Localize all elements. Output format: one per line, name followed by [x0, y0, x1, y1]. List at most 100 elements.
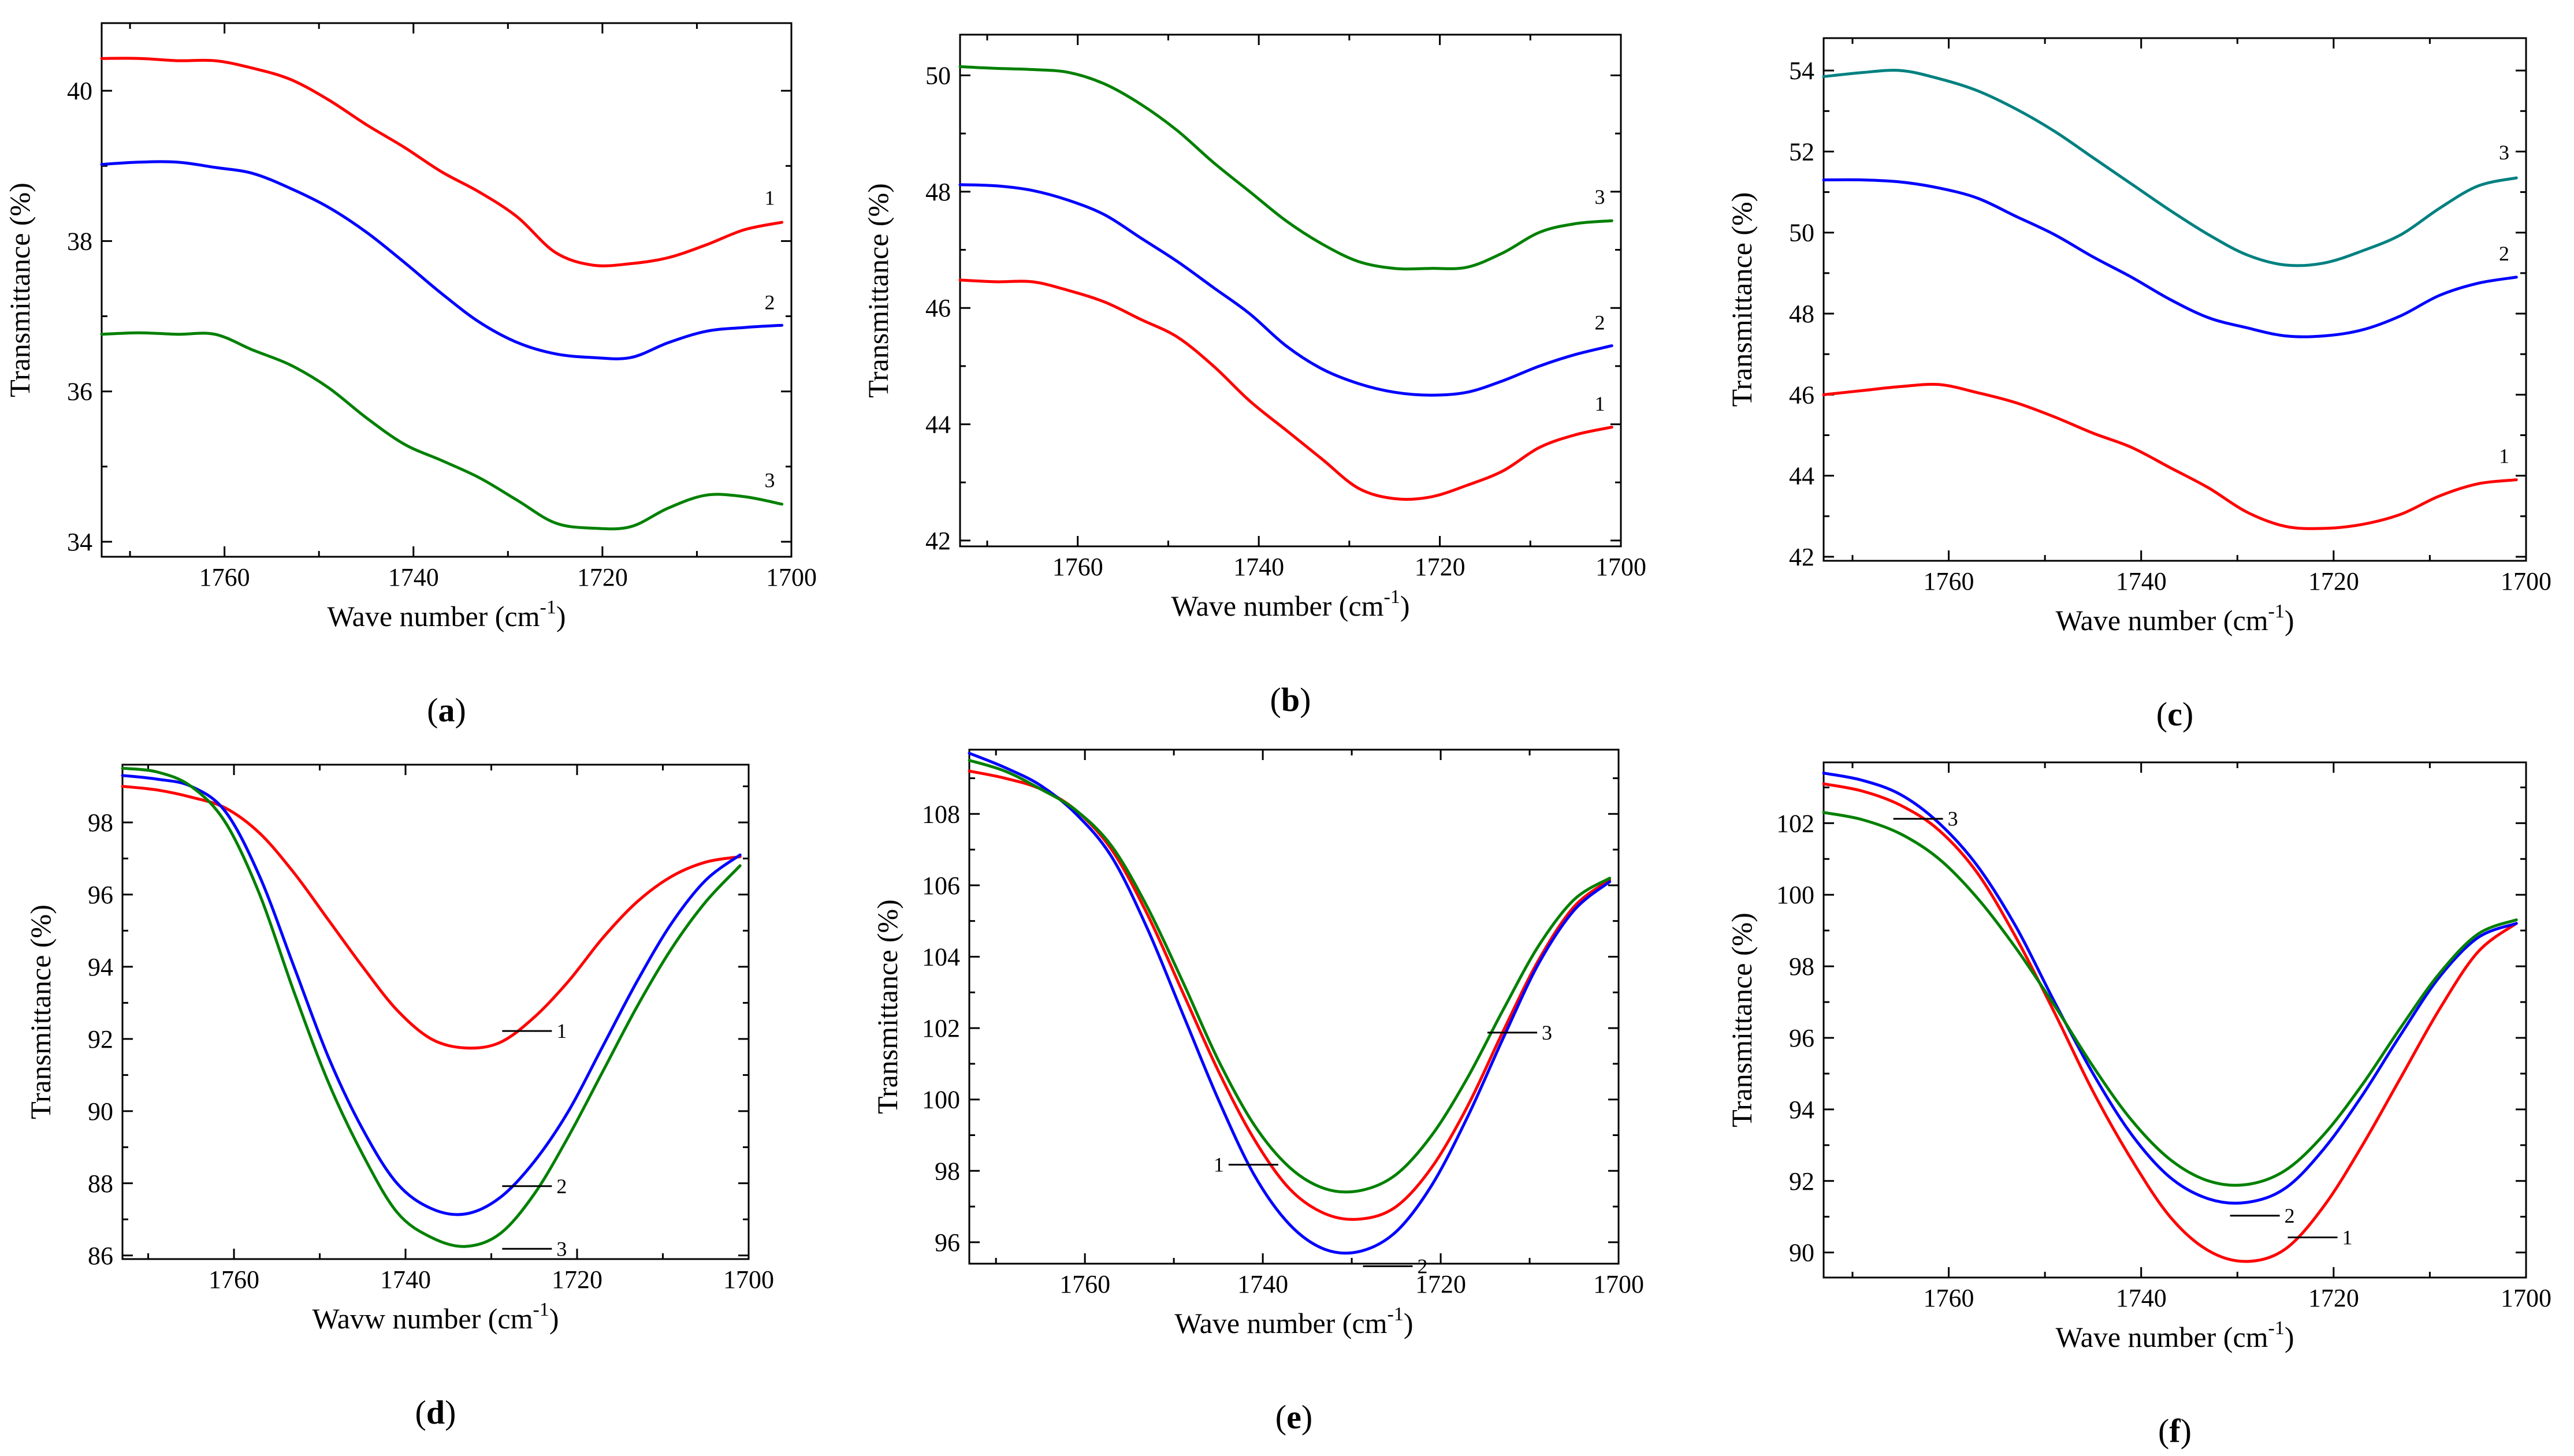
x-tick-label: 1760: [1924, 1284, 1974, 1312]
series-line-2: [968, 751, 1612, 1255]
x-tick-label: 1760: [209, 1265, 259, 1294]
series-line-1: [1822, 782, 2518, 1263]
y-tick-label: 44: [925, 411, 951, 439]
x-tick-label: 1720: [1415, 553, 1465, 581]
x-tick-label: 1740: [1233, 553, 1284, 581]
panel-label: (c): [2156, 695, 2193, 733]
curve-label-2: 2: [556, 1175, 567, 1198]
curve-label-1: 1: [1594, 392, 1605, 415]
y-tick-label: 100: [922, 1086, 960, 1114]
curve-label-1: 1: [2342, 1226, 2353, 1249]
curve-label-3: 3: [2499, 141, 2509, 164]
y-tick-label: 88: [88, 1170, 113, 1198]
x-tick-label: 1700: [2501, 1284, 2551, 1312]
x-tick-label: 1700: [723, 1265, 774, 1294]
y-tick-label: 50: [1789, 219, 1814, 247]
y-tick-label: 54: [1789, 57, 1814, 85]
x-tick-label: 1720: [2308, 567, 2359, 595]
y-tick-label: 38: [67, 227, 92, 255]
y-tick-label: 94: [1789, 1096, 1814, 1124]
x-axis-title: Wave number (cm-1): [1171, 586, 1409, 622]
plot-frame: [101, 22, 793, 558]
y-tick-label: 92: [88, 1025, 113, 1053]
series-line-3: [1822, 69, 2518, 267]
series-line-3: [958, 65, 1613, 271]
x-tick-label: 1740: [1237, 1270, 1288, 1298]
curve-label-1: 1: [764, 187, 775, 210]
series-line-1: [121, 785, 742, 1050]
x-tick-label: 1720: [1415, 1270, 1466, 1298]
y-axis-title: Transmittance (%): [871, 899, 903, 1114]
y-tick-label: 108: [922, 800, 960, 828]
curve-label-2: 2: [1417, 1254, 1427, 1278]
y-tick-label: 96: [88, 881, 113, 909]
x-tick-label: 1720: [552, 1265, 602, 1294]
y-tick-label: 86: [88, 1242, 113, 1270]
x-tick-label: 1740: [380, 1265, 431, 1294]
x-tick-label: 1740: [388, 563, 439, 591]
curve-label-3: 3: [764, 468, 775, 491]
y-tick-label: 42: [925, 527, 951, 555]
series-line-3: [121, 766, 742, 1248]
y-tick-label: 106: [922, 872, 960, 900]
y-tick-label: 96: [935, 1228, 960, 1257]
series-line-2: [100, 160, 784, 360]
series-line-1: [100, 57, 784, 267]
plot-frame: [1822, 37, 2527, 562]
y-tick-label: 98: [1789, 952, 1814, 981]
y-axis-title: Transmittance (%): [24, 904, 57, 1119]
y-tick-label: 34: [67, 528, 92, 556]
y-tick-label: 40: [67, 77, 92, 105]
series-line-2: [958, 183, 1613, 397]
y-tick-label: 100: [1776, 881, 1814, 909]
y-axis-title: Transmittance (%): [1725, 913, 1758, 1127]
y-axis-title: Transmittance (%): [3, 183, 36, 397]
y-tick-label: 94: [88, 953, 113, 981]
x-axis-title: Wave number (cm-1): [2055, 601, 2294, 636]
panel-label: (b): [1270, 681, 1311, 718]
x-tick-label: 1700: [2501, 567, 2551, 595]
series-line-1: [968, 769, 1612, 1221]
series-line-3: [968, 759, 1612, 1194]
curve-label-2: 2: [2285, 1204, 2295, 1227]
x-tick-label: 1760: [199, 563, 250, 591]
curve-label-2: 2: [1594, 311, 1605, 334]
y-tick-label: 50: [925, 61, 951, 90]
curve-label-2: 2: [2499, 242, 2509, 265]
y-tick-label: 44: [1789, 462, 1814, 490]
y-tick-label: 48: [1789, 300, 1814, 328]
panel-label: (a): [427, 691, 466, 729]
x-tick-label: 1700: [1593, 1270, 1644, 1298]
x-tick-label: 1720: [577, 563, 628, 591]
y-tick-label: 98: [935, 1157, 960, 1185]
plot-frame: [1822, 761, 2527, 1279]
series-line-2: [1822, 772, 2518, 1205]
plot-frame: [968, 749, 1620, 1265]
series-line-1: [958, 278, 1613, 501]
panel-label: (e): [1275, 1398, 1312, 1436]
curve-label-2: 2: [764, 291, 775, 314]
y-axis-title: Transmittance (%): [1725, 192, 1758, 407]
y-tick-label: 46: [1789, 381, 1814, 409]
curve-label-1: 1: [1214, 1153, 1224, 1176]
x-axis-title: Wave number (cm-1): [327, 597, 566, 632]
x-tick-label: 1700: [766, 563, 817, 591]
x-axis-title: Wavw number (cm-1): [313, 1299, 559, 1335]
y-tick-label: 96: [1789, 1024, 1814, 1052]
x-tick-label: 1700: [1595, 553, 1646, 581]
panel-c: 1760 1740 1720 1700 42 44 46 48 50 52 54 1 2 3 Wave nu…: [1725, 37, 2551, 733]
y-axis-title: Transmittance (%): [862, 183, 894, 398]
y-tick-label: 42: [1789, 543, 1814, 571]
y-tick-label: 90: [1789, 1239, 1814, 1267]
y-tick-label: 36: [67, 378, 92, 406]
curve-label-3: 3: [1594, 185, 1605, 208]
curve-label-3: 3: [1542, 1021, 1552, 1044]
series-line-2: [121, 774, 742, 1216]
panel-e: 1760 1740 1720 1700 96 98 100 102 104 106 108 1 2 3 Wa…: [871, 749, 1644, 1436]
panel-label: (d): [415, 1394, 456, 1431]
x-tick-label: 1740: [2116, 1284, 2167, 1312]
y-tick-label: 104: [922, 943, 960, 971]
y-tick-label: 102: [922, 1014, 960, 1042]
plot-frame: [121, 764, 750, 1260]
